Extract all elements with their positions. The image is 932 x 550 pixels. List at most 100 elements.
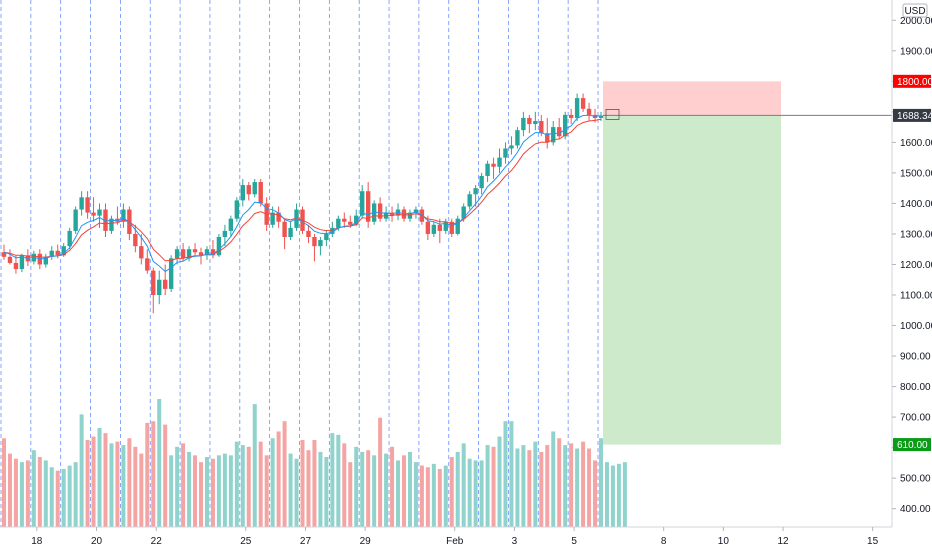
volume-bar — [246, 446, 251, 527]
volume-bar — [509, 421, 514, 527]
take-profit-zone[interactable] — [603, 115, 781, 445]
volume-bar — [175, 446, 180, 527]
volume-bar — [193, 455, 198, 527]
candle-body — [413, 209, 419, 213]
candle-body — [85, 197, 90, 213]
candle — [586, 102, 592, 121]
candle-body — [210, 249, 216, 256]
candle — [258, 179, 263, 207]
volume-bar — [151, 421, 156, 527]
volume-bar — [240, 445, 245, 527]
candle — [204, 246, 210, 260]
volume-bar — [431, 463, 436, 527]
candle-body — [407, 212, 413, 219]
time-tick-label: 12 — [778, 536, 790, 547]
candle — [174, 246, 180, 265]
volume-bar — [61, 468, 66, 527]
candle — [497, 148, 502, 173]
candle-body — [49, 250, 54, 257]
candle-body — [79, 197, 84, 210]
candle-body — [431, 224, 437, 234]
candle — [425, 215, 431, 241]
time-axis[interactable] — [0, 527, 892, 550]
candle — [252, 179, 257, 198]
candle-body — [503, 148, 508, 158]
volume-bar — [533, 441, 538, 527]
volume-bar — [324, 457, 329, 527]
candle-body — [336, 218, 341, 228]
candle — [7, 249, 13, 265]
volume-bar — [115, 441, 120, 527]
volume-bar — [581, 441, 586, 527]
price-tick-label: 1600.00 — [900, 138, 932, 149]
candle-body — [443, 221, 448, 231]
volume-bar — [449, 457, 454, 527]
candle — [186, 246, 192, 262]
volume-bar — [270, 438, 275, 527]
currency-badge[interactable] — [902, 3, 928, 18]
volume-bar — [145, 422, 150, 527]
volume-bar — [616, 463, 621, 527]
volume-bar — [276, 431, 281, 527]
candle-body — [491, 163, 496, 167]
volume-bar — [443, 465, 448, 527]
time-tick-label: 20 — [91, 536, 103, 547]
volume-bar — [109, 443, 114, 527]
candle-body — [13, 262, 19, 270]
volume-bar — [413, 462, 418, 527]
price-axis[interactable] — [892, 0, 932, 550]
candle-body — [562, 114, 568, 137]
stop-loss-zone[interactable] — [603, 81, 781, 116]
volume-bar — [467, 458, 472, 527]
candle-body — [515, 130, 520, 146]
candle — [151, 267, 156, 314]
candle — [354, 209, 359, 227]
candle — [407, 209, 413, 222]
candle-body — [312, 237, 317, 247]
volume-bar — [401, 455, 406, 527]
price-tick-label: 1500.00 — [900, 168, 932, 179]
candle — [377, 197, 383, 222]
candle — [222, 224, 228, 247]
candle — [503, 142, 508, 164]
volume-bar — [330, 433, 335, 527]
candle-body — [67, 230, 72, 247]
candle-body — [133, 233, 138, 247]
volume-bar — [312, 439, 317, 527]
candle-body — [306, 230, 311, 237]
volume-bar — [97, 428, 102, 527]
candle — [545, 117, 550, 149]
volume-bar — [163, 424, 168, 527]
volume-bar — [545, 445, 550, 527]
volume-bar — [390, 446, 395, 527]
volume-bar — [479, 460, 484, 527]
candle-body — [276, 212, 281, 222]
candle — [479, 172, 484, 195]
price-tick-label: 1200.00 — [900, 260, 932, 271]
candle-body — [198, 252, 204, 256]
volume-bar — [622, 462, 627, 527]
volume-bar — [557, 438, 562, 527]
candle-body — [186, 249, 192, 259]
stop-price-tag — [893, 74, 931, 88]
ema-slow-line — [3, 118, 602, 262]
volume-bar — [593, 460, 598, 527]
candle-body — [580, 98, 586, 109]
candle — [210, 240, 216, 259]
candle — [240, 179, 245, 207]
candle-body — [527, 117, 532, 125]
candle-body — [509, 145, 514, 149]
candle — [509, 136, 514, 155]
price-tick-label: 500.00 — [900, 474, 931, 485]
volume-bar — [181, 443, 186, 527]
candle — [145, 249, 150, 274]
price-tick-label: 1900.00 — [900, 46, 932, 57]
volume-bar — [288, 453, 293, 527]
candle-body — [497, 157, 502, 167]
volume-bar — [461, 443, 466, 527]
candle — [103, 203, 108, 237]
candle-body — [467, 194, 472, 207]
candle — [276, 206, 281, 228]
position-handle[interactable] — [605, 109, 620, 120]
